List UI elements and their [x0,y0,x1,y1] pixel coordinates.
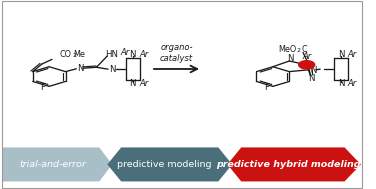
Text: organo-
catalyst: organo- catalyst [160,43,193,63]
Text: Ar: Ar [139,50,149,59]
Text: predictive modeling: predictive modeling [117,160,212,169]
Text: Me: Me [73,50,85,59]
Text: Ar: Ar [302,52,311,61]
Text: HN: HN [105,50,118,59]
Text: predictive hybrid modeling: predictive hybrid modeling [217,160,361,169]
Text: N: N [130,79,136,88]
Text: N: N [130,50,136,59]
Text: MeO: MeO [278,45,297,54]
Text: N: N [338,79,344,88]
Text: CO: CO [60,50,72,59]
Text: F: F [40,83,45,92]
Text: Ar: Ar [347,50,357,59]
Text: Ar: Ar [121,48,130,57]
Text: N: N [287,54,293,63]
Text: Ar: Ar [139,79,149,88]
Text: trial-and-error: trial-and-error [20,160,86,169]
Text: N: N [77,64,83,73]
Polygon shape [3,147,112,181]
Text: N: N [310,66,316,75]
Text: N: N [308,74,315,83]
Text: Ar: Ar [347,79,357,88]
Text: N: N [109,65,116,74]
Text: 2: 2 [73,53,77,58]
Text: C: C [301,45,307,54]
Polygon shape [227,147,361,181]
Text: N: N [338,50,344,59]
Text: 2: 2 [297,48,301,53]
Circle shape [299,61,315,69]
Text: F: F [264,83,269,92]
Polygon shape [107,147,232,181]
